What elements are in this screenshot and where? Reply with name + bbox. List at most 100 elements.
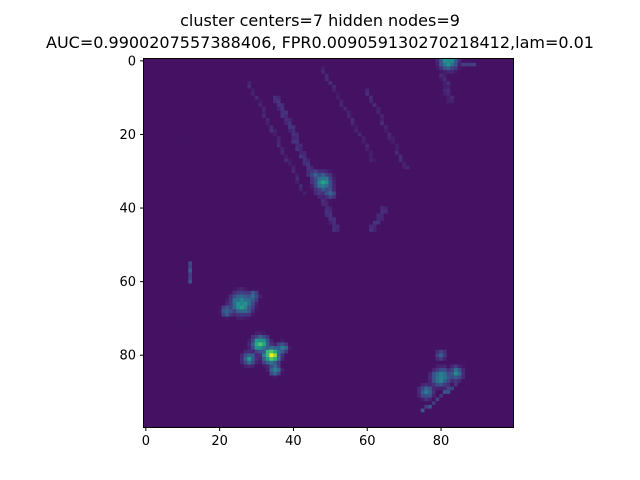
heatmap-cell — [465, 121, 470, 126]
heatmap-cell — [472, 206, 477, 211]
heatmap-cell — [144, 147, 149, 152]
heatmap-cell — [251, 81, 256, 86]
heatmap-cell — [144, 77, 149, 82]
heatmap-cell — [188, 231, 193, 237]
heatmap-cell — [335, 198, 340, 203]
heatmap-cell — [501, 99, 507, 104]
heatmap-cell — [446, 66, 451, 71]
heatmap-cell — [468, 224, 473, 229]
heatmap-cell — [221, 202, 226, 207]
heatmap-cell — [258, 95, 263, 100]
heatmap-cell — [162, 165, 167, 170]
heatmap-cell — [376, 220, 381, 225]
heatmap-cell — [321, 117, 326, 122]
heatmap-cell — [302, 176, 307, 181]
heatmap-cell — [313, 143, 318, 148]
heatmap-cell — [199, 106, 204, 111]
heatmap-cell — [144, 139, 149, 145]
heatmap-cell — [380, 198, 385, 203]
heatmap-cell — [391, 103, 396, 108]
heatmap-cell — [354, 180, 359, 185]
heatmap-cell — [483, 114, 488, 119]
heatmap-cell — [468, 70, 473, 75]
heatmap-cell — [276, 114, 281, 119]
heatmap-cell — [335, 81, 340, 86]
heatmap-cell — [310, 228, 315, 233]
heatmap-cell — [431, 224, 436, 229]
heatmap-cell — [155, 235, 160, 240]
heatmap-cell — [487, 88, 492, 93]
heatmap-cell — [147, 195, 152, 200]
heatmap-cell — [188, 235, 193, 240]
heatmap-cell — [420, 209, 425, 214]
heatmap-cell — [239, 106, 245, 111]
heatmap-cell — [339, 158, 344, 163]
heatmap-cell — [247, 220, 252, 225]
heatmap-cell — [417, 143, 422, 148]
heatmap-cell — [431, 239, 436, 244]
heatmap-cell — [428, 70, 433, 75]
heatmap-cell — [398, 224, 403, 229]
heatmap-cell — [166, 59, 171, 64]
heatmap-cell — [417, 180, 422, 185]
heatmap-cell — [501, 81, 507, 86]
heatmap-cell — [184, 88, 189, 93]
heatmap-cell — [155, 62, 160, 67]
heatmap-cell — [284, 95, 289, 100]
heatmap-cell — [446, 169, 451, 174]
heatmap-cell — [417, 125, 422, 130]
heatmap-cell — [335, 84, 340, 89]
heatmap-cell — [453, 106, 459, 111]
heatmap-cell — [287, 88, 292, 93]
heatmap-cell — [313, 220, 318, 225]
heatmap-cell — [461, 77, 466, 82]
heatmap-cell — [339, 143, 344, 148]
heatmap-cell — [405, 176, 411, 181]
heatmap-cell — [180, 209, 185, 214]
heatmap-cell — [269, 106, 274, 111]
heatmap-cell — [402, 147, 407, 152]
heatmap-cell — [184, 151, 189, 156]
heatmap-cell — [199, 224, 204, 229]
heatmap-cell — [295, 239, 300, 244]
heatmap-cell — [501, 206, 507, 211]
heatmap-cell — [210, 147, 215, 152]
heatmap-cell — [188, 220, 193, 225]
heatmap-cell — [162, 73, 167, 78]
heatmap-cell — [494, 99, 499, 104]
heatmap-cell — [228, 125, 233, 130]
heatmap-cell — [490, 103, 495, 108]
heatmap-cell — [346, 121, 352, 126]
heatmap-cell — [254, 231, 259, 237]
heatmap-cell — [409, 184, 414, 189]
heatmap-cell — [228, 95, 233, 100]
heatmap-cell — [479, 147, 484, 152]
heatmap-cell — [453, 158, 459, 163]
heatmap-cell — [487, 239, 492, 244]
heatmap-cell — [439, 139, 444, 145]
heatmap-cell — [147, 206, 152, 211]
heatmap-cell — [376, 191, 381, 196]
heatmap-cell — [339, 231, 344, 237]
heatmap-cell — [265, 84, 270, 89]
heatmap-cell — [247, 106, 252, 111]
heatmap-cell — [498, 195, 503, 200]
heatmap-cell — [306, 202, 311, 207]
heatmap-cell — [398, 165, 403, 170]
heatmap-cell — [328, 173, 333, 178]
heatmap-cell — [509, 180, 514, 185]
heatmap-cell — [280, 180, 285, 185]
heatmap-cell — [468, 147, 473, 152]
heatmap-cell — [203, 217, 208, 222]
heatmap-cell — [298, 239, 304, 244]
heatmap-cell — [298, 165, 304, 170]
heatmap-cell — [358, 220, 363, 225]
heatmap-cell — [479, 165, 484, 170]
heatmap-cell — [501, 110, 507, 115]
heatmap-cell — [380, 220, 385, 225]
heatmap-cell — [446, 125, 451, 130]
heatmap-cell — [169, 132, 174, 137]
heatmap-cell — [479, 180, 484, 185]
heatmap-cell — [501, 117, 507, 122]
heatmap-cell — [324, 235, 329, 240]
